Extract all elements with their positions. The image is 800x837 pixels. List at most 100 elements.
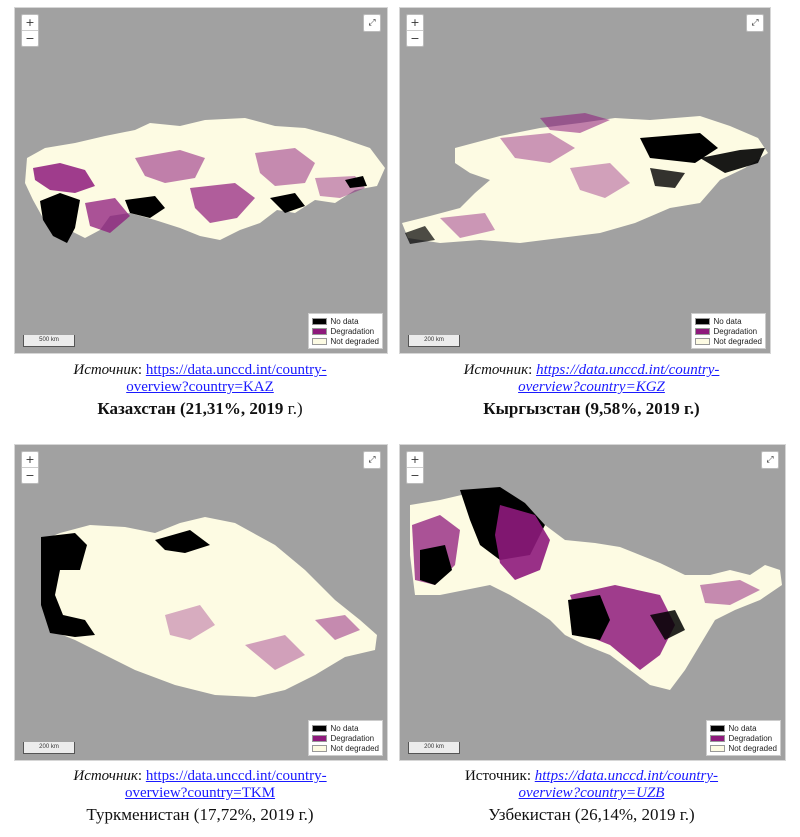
caption-uzb: Источник: https://data.unccd.int/country… <box>399 768 784 826</box>
zoom-in-button[interactable]: + <box>25 16 35 29</box>
legend-label: Degradation <box>728 733 773 743</box>
map-tkm[interactable]: + − ⤢ 200 km No data Degradation Not deg… <box>14 444 388 761</box>
legend-label: No data <box>330 723 359 733</box>
zoom-in-button[interactable]: + <box>25 453 35 466</box>
map-title: Казахстан (21,31%, 2019 г.) <box>14 398 386 420</box>
legend-item-not-degraded: Not degraded <box>311 336 379 346</box>
legend-swatch <box>311 734 327 742</box>
legend-label: Degradation <box>330 326 375 336</box>
legend: No data Degradation Not degraded <box>307 720 383 756</box>
tkm-land-map <box>41 517 377 697</box>
legend-item-degradation: Degradation <box>694 326 762 336</box>
legend: No data Degradation Not degraded <box>705 720 781 756</box>
source-sep: : <box>137 362 143 378</box>
source-line: Источник: https://data.unccd.int/country… <box>399 768 784 785</box>
map-title: Кыргызстан (9,58%, 2019 г.) <box>399 398 784 420</box>
source-line-2: overview?country=UZB <box>399 785 784 802</box>
map-kaz[interactable]: + − ⤢ 500 km No data Degradation Not deg… <box>14 7 388 354</box>
title-main: Туркменистан (17,72%, 2019 г.) <box>86 805 314 824</box>
uzb-land-map <box>410 487 782 690</box>
source-prefix: Источник <box>73 362 138 378</box>
zoom-out-button[interactable]: − <box>407 30 423 46</box>
legend-item-degradation: Degradation <box>311 733 379 743</box>
source-link-cont[interactable]: overview?country=TKM <box>124 785 276 801</box>
scale-bar: 200 km <box>408 742 460 754</box>
source-sep: : <box>137 768 143 784</box>
zoom-out-button[interactable]: − <box>407 467 423 483</box>
caption-tkm: Источник: https://data.unccd.int/country… <box>14 768 386 826</box>
source-link[interactable]: https://data.unccd.int/country- <box>145 768 327 784</box>
legend-swatch <box>694 337 710 345</box>
source-link[interactable]: https://data.unccd.int/country- <box>534 768 719 784</box>
source-line: Источник: https://data.unccd.int/country… <box>399 362 784 379</box>
source-link[interactable]: https://data.unccd.int/country- <box>145 362 327 378</box>
source-line-2: overview?country=TKM <box>14 785 386 802</box>
legend-item-not-degraded: Not degraded <box>694 336 762 346</box>
map-title: Узбекистан (26,14%, 2019 г.) <box>399 804 784 826</box>
legend: No data Degradation Not degraded <box>307 313 383 349</box>
zoom-out-button[interactable]: − <box>22 30 38 46</box>
title-main: Узбекистан (26,14%, 2019 г.) <box>488 805 695 824</box>
fullscreen-icon[interactable]: ⤢ <box>746 14 764 32</box>
legend-item-no-data: No data <box>311 723 379 733</box>
scale-bar: 200 km <box>408 335 460 347</box>
legend-label: No data <box>330 316 359 326</box>
legend-label: Not degraded <box>713 336 762 346</box>
fullscreen-icon[interactable]: ⤢ <box>761 451 779 469</box>
source-prefix: Источник <box>464 768 527 784</box>
legend: No data Degradation Not degraded <box>690 313 766 349</box>
legend-label: Not degraded <box>330 336 379 346</box>
source-line-2: overview?country=KAZ <box>14 379 386 396</box>
legend-item-no-data: No data <box>311 316 379 326</box>
legend-swatch <box>311 744 327 752</box>
legend-label: Degradation <box>713 326 758 336</box>
legend-item-not-degraded: Not degraded <box>311 743 379 753</box>
legend-swatch <box>311 327 327 335</box>
source-prefix: Источник <box>463 362 529 378</box>
fullscreen-icon[interactable]: ⤢ <box>363 451 381 469</box>
source-link-cont[interactable]: overview?country=UZB <box>518 785 665 801</box>
legend-label: No data <box>728 723 757 733</box>
source-sep: : <box>528 362 533 378</box>
map-uzb[interactable]: + − ⤢ 200 km No data Degradation Not deg… <box>399 444 786 761</box>
zoom-out-button[interactable]: − <box>22 467 38 483</box>
legend-item-degradation: Degradation <box>709 733 777 743</box>
source-line: Источник: https://data.unccd.int/country… <box>14 362 386 379</box>
caption-kgz: Источник: https://data.unccd.int/country… <box>399 362 784 420</box>
title-year: г.) <box>287 399 303 418</box>
legend-item-no-data: No data <box>694 316 762 326</box>
legend-item-not-degraded: Not degraded <box>709 743 777 753</box>
legend-item-degradation: Degradation <box>311 326 379 336</box>
scale-bar: 200 km <box>23 742 75 754</box>
source-link[interactable]: https://data.unccd.int/country- <box>536 362 720 378</box>
legend-label: Not degraded <box>330 743 379 753</box>
caption-kaz: Источник: https://data.unccd.int/country… <box>14 362 386 420</box>
map-title: Туркменистан (17,72%, 2019 г.) <box>14 804 386 826</box>
source-prefix: Источник <box>73 768 138 784</box>
legend-swatch <box>709 734 725 742</box>
legend-swatch <box>694 317 710 325</box>
fullscreen-icon[interactable]: ⤢ <box>363 14 381 32</box>
legend-swatch <box>694 327 710 335</box>
title-main: Казахстан (21,31%, 2019 <box>97 399 288 418</box>
source-sep: : <box>526 768 531 784</box>
zoom-control: + − <box>21 451 39 484</box>
source-line: Источник: https://data.unccd.int/country… <box>14 768 386 785</box>
map-kgz[interactable]: + − ⤢ 200 km No data Degradation Not deg… <box>399 7 771 354</box>
zoom-in-button[interactable]: + <box>410 16 420 29</box>
zoom-control: + − <box>406 451 424 484</box>
source-link-cont[interactable]: overview?country=KAZ <box>126 379 274 395</box>
legend-label: Degradation <box>330 733 375 743</box>
scale-bar: 500 km <box>23 335 75 347</box>
zoom-control: + − <box>21 14 39 47</box>
source-link-cont[interactable]: overview?country=KGZ <box>518 379 665 395</box>
zoom-in-button[interactable]: + <box>410 453 420 466</box>
legend-item-no-data: No data <box>709 723 777 733</box>
kaz-land-map <box>25 118 385 243</box>
zoom-control: + − <box>406 14 424 47</box>
legend-swatch <box>311 317 327 325</box>
legend-swatch <box>709 724 725 732</box>
legend-label: No data <box>713 316 742 326</box>
source-line-2: overview?country=KGZ <box>399 379 784 396</box>
kgz-land-map <box>402 113 768 244</box>
